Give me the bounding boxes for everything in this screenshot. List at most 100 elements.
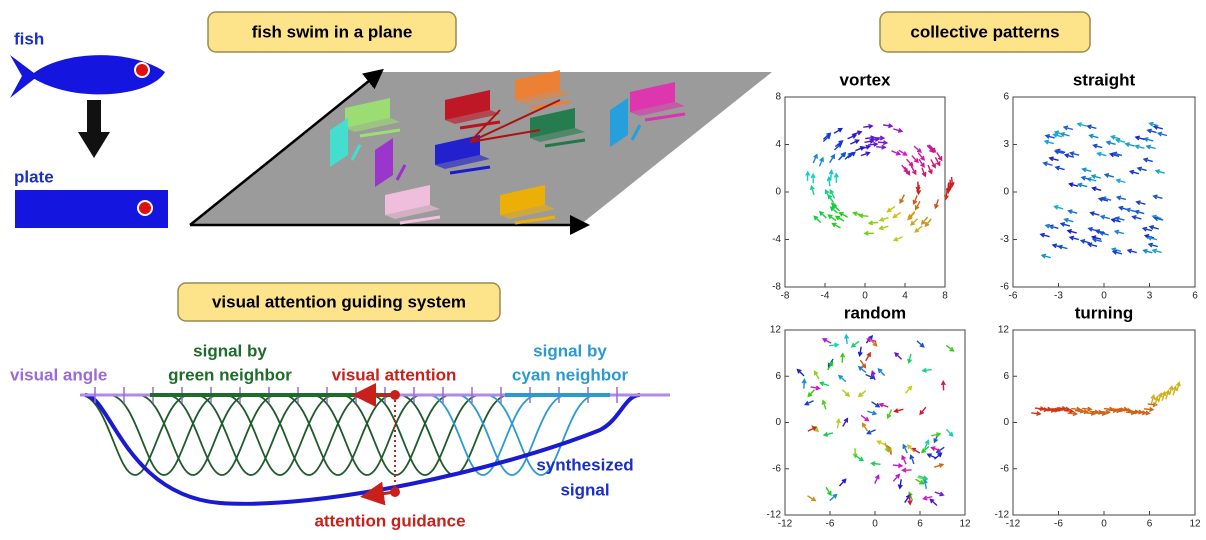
attention-label: visual attention [332, 365, 457, 384]
agent-arrow [1115, 230, 1124, 234]
agent-arrow [815, 371, 820, 379]
agent-arrow [1105, 174, 1114, 178]
x-tick-label: -6 [1054, 519, 1063, 530]
panel-title: random [844, 303, 906, 322]
agent-arrow [923, 368, 932, 372]
y-tick-label: 8 [775, 92, 781, 103]
agent-arrow [1083, 168, 1092, 172]
agent-arrow [834, 129, 842, 134]
cyan-signal-label: signal by [533, 341, 607, 360]
agent-arrow [1094, 144, 1103, 148]
x-tick-label: 0 [862, 291, 868, 302]
agent-arrow [1082, 407, 1091, 411]
agent-arrow [928, 165, 932, 173]
agent-arrow [918, 153, 924, 160]
agent-arrow [877, 441, 885, 445]
agent-arrow [1117, 179, 1126, 183]
y-tick-label: 12 [998, 325, 1010, 336]
signal-curve [225, 395, 335, 475]
agent-arrow [855, 456, 863, 461]
agent-arrow [798, 370, 804, 376]
panel-title: vortex [839, 70, 891, 89]
agent-arrow [1078, 123, 1087, 127]
agent-arrow [913, 195, 917, 203]
signal-curve [167, 395, 277, 475]
agent-arrow [1136, 145, 1145, 149]
signal-curve [312, 395, 422, 475]
x-tick-label: -6 [1009, 291, 1018, 302]
y-tick-label: 6 [1003, 371, 1009, 382]
agent-arrow [900, 195, 904, 203]
agent-arrow [811, 386, 820, 390]
agent-arrow [922, 168, 926, 176]
agent-arrow [861, 152, 870, 156]
agent-arrow [919, 159, 924, 166]
agent-arrow [1098, 152, 1107, 156]
agent-arrow [1117, 196, 1126, 200]
y-tick-label: 6 [775, 371, 781, 382]
agent-arrow [1137, 201, 1146, 205]
agent-arrow [1068, 230, 1077, 234]
agent-arrow [906, 386, 912, 393]
agent-arrow [872, 462, 881, 466]
agent-arrow [822, 401, 826, 410]
agent-arrow [946, 345, 953, 350]
agent-arrow [878, 369, 884, 376]
agent-arrow [880, 403, 889, 407]
agent-arrow [1133, 216, 1142, 220]
agent-arrow [1081, 240, 1090, 244]
agent-arrow [1144, 158, 1153, 162]
y-tick-label: -4 [772, 234, 781, 245]
agent-arrow [859, 391, 866, 397]
agent-arrow [1162, 392, 1166, 401]
agent-arrow [883, 124, 892, 128]
agent-arrow [839, 153, 845, 160]
agent-arrow [1044, 162, 1053, 166]
agent-arrow [912, 156, 918, 163]
agent-arrow [893, 212, 900, 217]
agent-arrow [1126, 143, 1135, 147]
agent-arrow [865, 140, 874, 144]
agent-arrow [1092, 175, 1101, 179]
agent-arrow [911, 219, 918, 225]
agent-arrow [880, 226, 889, 230]
down-arrow [78, 100, 110, 158]
cyan-signal-label: cyan neighbor [512, 365, 629, 384]
agent-arrow [878, 141, 887, 145]
agent-arrow [841, 354, 845, 363]
agent-arrow [935, 199, 939, 208]
y-tick-label: 0 [775, 417, 781, 428]
visual-angle-label: visual angle [10, 365, 107, 384]
agent-arrow [910, 455, 914, 463]
agent-arrow [1144, 138, 1153, 142]
agent-arrow [827, 177, 831, 186]
panel-frame [1013, 97, 1195, 287]
x-tick-label: 6 [917, 519, 923, 530]
agent-arrow [1116, 217, 1125, 221]
x-tick-label: 4 [902, 291, 908, 302]
agent-arrow [843, 419, 848, 427]
agent-arrow [813, 155, 817, 163]
agent-arrow [824, 432, 833, 436]
agent-arrow [828, 195, 833, 202]
agent-arrow [826, 487, 831, 495]
y-tick-label: -8 [772, 282, 781, 293]
agent-arrow [1150, 226, 1159, 230]
agent-arrow [852, 341, 859, 346]
x-tick-label: 12 [1189, 519, 1201, 530]
agent-arrow [1069, 183, 1078, 187]
agent-arrow [1107, 141, 1116, 145]
agent-arrow [1091, 212, 1100, 216]
agent-arrow [893, 464, 902, 468]
fish-icon [10, 55, 165, 98]
agent-arrow [907, 159, 913, 166]
agent-arrow [925, 219, 931, 226]
y-tick-label: 6 [1003, 92, 1009, 103]
plate-icon [15, 190, 168, 228]
agent-arrow [1154, 126, 1163, 130]
fish-label: fish [14, 29, 44, 48]
agent-arrow [820, 382, 829, 386]
agent-arrow [902, 165, 908, 172]
agent-arrow [808, 390, 814, 397]
agent-arrow [806, 172, 810, 181]
